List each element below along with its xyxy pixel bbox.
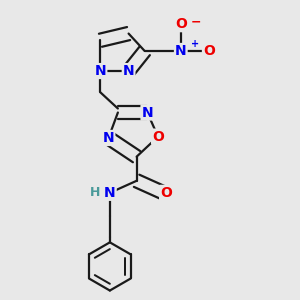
Text: H: H (90, 186, 100, 199)
Text: N: N (123, 64, 134, 78)
Text: N: N (103, 131, 114, 145)
Text: O: O (160, 186, 172, 200)
Text: N: N (142, 106, 153, 119)
Text: +: + (191, 39, 200, 49)
Text: N: N (95, 64, 106, 78)
Text: N: N (175, 44, 187, 58)
Text: O: O (152, 130, 164, 144)
Text: −: − (190, 15, 201, 28)
Text: O: O (175, 17, 187, 31)
Text: O: O (203, 44, 215, 58)
Text: N: N (104, 186, 116, 200)
